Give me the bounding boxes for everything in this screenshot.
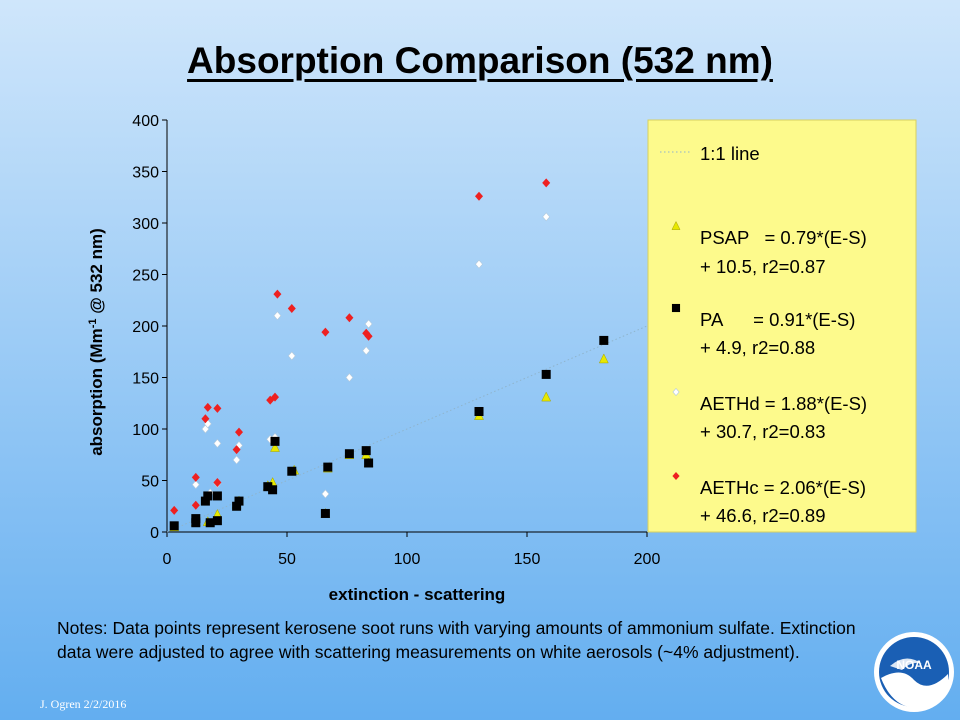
data-point-aethc [321, 327, 330, 337]
legend-entry-psap-line1: PSAP = 0.79*(E-S) [700, 227, 867, 248]
data-point-pa [320, 508, 330, 518]
data-point-pa [541, 369, 551, 379]
data-point-aethc [191, 500, 200, 510]
data-point-aethd [232, 455, 241, 465]
data-point-aethc [345, 313, 354, 323]
x-tick-label: 0 [163, 551, 172, 568]
y-tick-label: 150 [132, 371, 159, 388]
data-point-aethc [273, 289, 282, 299]
y-tick-label: 100 [132, 422, 159, 439]
x-tick-label: 150 [514, 551, 541, 568]
data-point-aethc [542, 178, 551, 188]
data-point-aethc [364, 331, 373, 341]
data-point-aethd [287, 351, 296, 361]
data-point-psap [541, 391, 552, 402]
data-point-pa [205, 518, 215, 528]
x-axis-label: extinction - scattering [329, 585, 506, 604]
data-point-pa [364, 458, 374, 468]
data-point-aethc [213, 403, 222, 413]
legend-entry-aethd-line2: + 30.7, r2=0.83 [700, 421, 826, 442]
legend-box [647, 119, 917, 533]
data-point-aethc [232, 445, 241, 455]
data-point-pa [323, 462, 333, 472]
data-point-pa [268, 485, 278, 495]
data-point-pa [203, 491, 213, 501]
data-point-aethd [345, 373, 354, 382]
data-point-pa [344, 449, 354, 459]
legend-swatch-aethd [672, 387, 680, 397]
legend-swatch-psap [671, 220, 681, 230]
y-axis-label-superscript: -1 [87, 319, 99, 329]
data-point-aethc [475, 191, 483, 201]
y-tick-label: 300 [132, 216, 159, 233]
data-point-pa [169, 521, 179, 531]
data-point-aethc [213, 478, 222, 488]
data-point-aethd [321, 489, 330, 499]
data-point-pa [232, 501, 242, 511]
y-tick-label: 250 [132, 268, 159, 285]
data-point-pa [234, 496, 244, 506]
data-point-pa [191, 514, 201, 524]
legend-entry-aethc-line2: + 46.6, r2=0.89 [700, 505, 826, 526]
y-tick-label: 400 [132, 113, 159, 130]
data-point-pa [361, 446, 371, 456]
data-point-aethc [191, 472, 200, 482]
data-point-aethd [364, 319, 373, 329]
data-point-pa [270, 436, 280, 446]
legend-entry-pa-line2: + 4.9, r2=0.88 [700, 337, 815, 358]
data-point-aethd [273, 311, 282, 321]
data-point-pa [474, 406, 484, 416]
data-point-pa [200, 496, 210, 506]
data-point-aethc [170, 505, 179, 515]
noaa-logo-icon: NOAA [874, 632, 954, 712]
data-point-aethc [201, 414, 210, 424]
data-point-aethd [542, 212, 551, 222]
data-point-aethd [362, 346, 371, 356]
y-axis-label-main: absorption (Mm [87, 328, 106, 456]
y-tick-label: 0 [150, 525, 159, 542]
legend-entry-psap-line2: + 10.5, r2=0.87 [700, 256, 826, 277]
data-point-pa [212, 516, 222, 526]
data-point-aethc [271, 392, 279, 402]
data-point-aethc [235, 427, 243, 437]
data-point-aethd [475, 259, 483, 269]
author-date: J. Ogren 2/2/2016 [40, 697, 127, 711]
x-tick-label: 50 [278, 551, 296, 568]
data-point-pa [599, 335, 609, 345]
data-point-aethc [287, 303, 296, 313]
legend-entry-aethd-line1: AETHd = 1.88*(E-S) [700, 393, 867, 414]
y-tick-label: 200 [132, 319, 159, 336]
data-point-aethd [191, 480, 200, 490]
y-axis-label: absorption (Mm-1 @ 532 nm) [87, 228, 106, 456]
data-point-psap [598, 353, 609, 364]
y-tick-label: 350 [132, 165, 159, 182]
y-tick-label: 50 [141, 474, 159, 491]
x-tick-label: 200 [634, 551, 661, 568]
legend-entry-aethc-line1: AETHc = 2.06*(E-S) [700, 477, 866, 498]
legend-swatch-aethc [672, 471, 680, 481]
data-point-aethc [203, 402, 212, 412]
data-point-psap [270, 441, 280, 452]
x-tick-label: 100 [394, 551, 421, 568]
y-axis-label-tail: @ 532 nm) [87, 228, 106, 318]
legend-swatch-pa [671, 303, 681, 313]
legend-entry-pa-line1: PA = 0.91*(E-S) [700, 309, 855, 330]
legend-label-1to1: 1:1 line [700, 143, 760, 164]
data-point-pa [287, 466, 297, 476]
noaa-logo-text: NOAA [896, 658, 932, 672]
data-point-pa [212, 491, 222, 501]
data-point-aethd [213, 438, 222, 448]
slide-notes: Notes: Data points represent kerosene so… [57, 618, 856, 662]
slide-title: Absorption Comparison (532 nm) [187, 40, 773, 81]
reference-line-1to1 [166, 325, 648, 533]
data-point-pa [263, 482, 273, 492]
